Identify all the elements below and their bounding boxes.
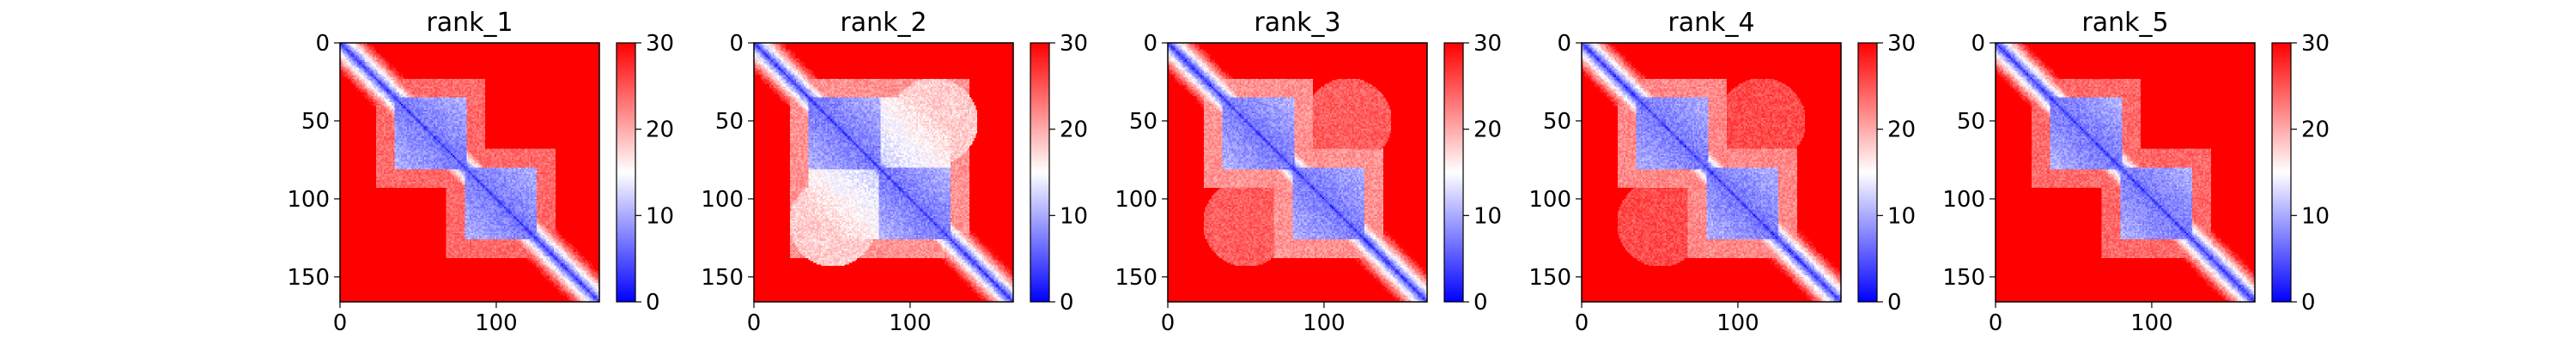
heatmap-cells	[754, 43, 1013, 302]
panel-title: rank_5	[2081, 8, 2168, 38]
y-tick-label: 0	[729, 31, 744, 57]
x-tick-label: 100	[1303, 310, 1346, 336]
y-tick-label: 50	[1957, 109, 1985, 135]
colorbar-tick-label: 30	[646, 31, 674, 57]
panel-title: rank_2	[840, 8, 927, 38]
colorbar-tick-label: 0	[646, 290, 660, 316]
colorbar	[1857, 42, 1878, 303]
y-tick-label: 50	[301, 109, 330, 135]
x-tick-label: 100	[1716, 310, 1759, 336]
y-tick-label: 0	[1971, 31, 1985, 57]
panel-title: rank_3	[1254, 8, 1340, 38]
y-tick-label: 150	[701, 265, 744, 291]
colorbar-tick-label: 0	[1473, 290, 1488, 316]
x-tick-label: 0	[1989, 310, 2003, 336]
y-tick-label: 150	[1115, 265, 1157, 291]
colorbar	[2271, 42, 2292, 303]
colorbar	[616, 42, 636, 303]
axes-frame	[1581, 42, 1842, 303]
colorbar-tick-label: 10	[646, 203, 674, 229]
colorbar-tick-label: 0	[1887, 290, 1902, 316]
y-tick-label: 100	[287, 187, 330, 213]
colorbar-tick-label: 20	[1060, 117, 1088, 143]
axes-frame	[1167, 42, 1428, 303]
x-tick-label: 100	[2130, 310, 2173, 336]
colorbar-tick-label: 20	[1887, 117, 1916, 143]
heatmap-cells	[1582, 43, 1841, 302]
y-tick-label: 0	[1143, 31, 1157, 57]
x-tick-label: 0	[1575, 310, 1589, 336]
y-tick-label: 50	[1543, 109, 1571, 135]
colorbar-tick-label: 30	[1887, 31, 1916, 57]
heatmap-cells	[1996, 43, 2255, 302]
axes-frame	[339, 42, 600, 303]
y-tick-label: 100	[1528, 187, 1571, 213]
colorbar-tick-label: 30	[1060, 31, 1088, 57]
colorbar	[1443, 42, 1464, 303]
colorbar-tick-label: 30	[2301, 31, 2330, 57]
y-tick-label: 150	[287, 265, 330, 291]
axes-frame	[1995, 42, 2256, 303]
x-tick-label: 0	[1161, 310, 1176, 336]
y-tick-label: 150	[1528, 265, 1571, 291]
y-tick-label: 100	[1942, 187, 1985, 213]
colorbar-tick-label: 0	[1060, 290, 1074, 316]
colorbar	[1030, 42, 1050, 303]
heatmap-cells	[340, 43, 599, 302]
colorbar-tick-label: 10	[1473, 203, 1502, 229]
colorbar-tick-label: 20	[646, 117, 674, 143]
colorbar-tick-label: 10	[1887, 203, 1916, 229]
y-tick-label: 50	[1129, 109, 1157, 135]
y-tick-label: 150	[1942, 265, 1985, 291]
colorbar-tick-label: 10	[1060, 203, 1088, 229]
y-tick-label: 0	[315, 31, 330, 57]
x-tick-label: 100	[475, 310, 518, 336]
y-tick-label: 50	[715, 109, 744, 135]
x-tick-label: 0	[747, 310, 762, 336]
y-tick-label: 0	[1557, 31, 1571, 57]
colorbar-tick-label: 30	[1473, 31, 1502, 57]
colorbar-tick-label: 10	[2301, 203, 2330, 229]
colorbar-tick-label: 0	[2301, 290, 2316, 316]
axes-frame	[753, 42, 1014, 303]
panel-title: rank_4	[1668, 8, 1754, 38]
panel-title: rank_1	[426, 8, 513, 38]
x-tick-label: 100	[889, 310, 932, 336]
colorbar-tick-label: 20	[1473, 117, 1502, 143]
y-tick-label: 100	[1115, 187, 1157, 213]
colorbar-tick-label: 20	[2301, 117, 2330, 143]
x-tick-label: 0	[333, 310, 348, 336]
y-tick-label: 100	[701, 187, 744, 213]
heatmap-cells	[1168, 43, 1427, 302]
